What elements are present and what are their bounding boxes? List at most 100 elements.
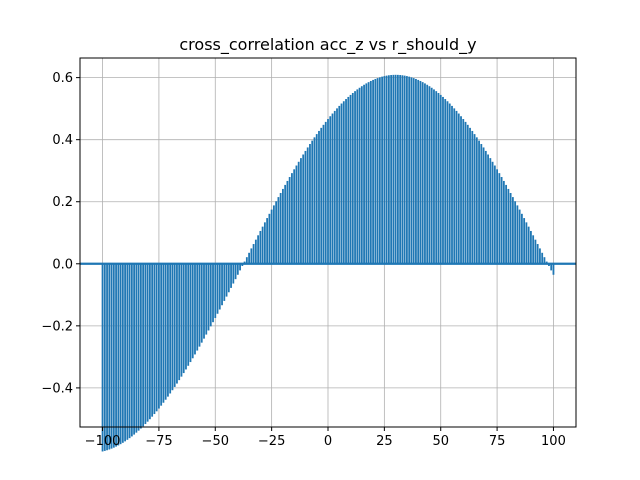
bar xyxy=(169,263,172,394)
bar xyxy=(484,150,487,264)
bar xyxy=(295,165,298,264)
bar xyxy=(552,263,555,275)
bar xyxy=(471,130,474,264)
x-tick-label: −50 xyxy=(202,434,229,449)
bar xyxy=(412,78,415,264)
bar xyxy=(500,177,503,264)
x-tick-label: −75 xyxy=(145,434,172,449)
x-tick-label: 25 xyxy=(376,434,393,449)
bar xyxy=(266,218,269,264)
bar xyxy=(239,263,241,271)
bar xyxy=(378,77,381,264)
bar xyxy=(324,121,327,264)
bar xyxy=(406,76,408,264)
bar xyxy=(221,263,223,306)
bar xyxy=(142,263,145,427)
bar xyxy=(516,205,519,264)
bar xyxy=(369,80,372,264)
bar xyxy=(426,84,429,264)
bar xyxy=(358,87,361,264)
bar xyxy=(530,230,532,264)
bar xyxy=(261,226,264,264)
bar xyxy=(304,150,307,264)
bar xyxy=(191,263,194,359)
bar xyxy=(493,165,496,264)
bar xyxy=(160,263,163,406)
bar xyxy=(272,205,275,264)
bar xyxy=(189,263,192,363)
bar xyxy=(453,108,456,264)
bar xyxy=(541,252,544,264)
bar xyxy=(257,235,260,264)
bar xyxy=(322,124,325,264)
bar xyxy=(282,188,284,264)
bar xyxy=(135,263,138,433)
bar xyxy=(275,201,278,264)
bar xyxy=(279,192,282,264)
bar xyxy=(424,83,426,264)
bar xyxy=(117,263,120,446)
y-tick-label: 0.2 xyxy=(52,195,73,210)
bar xyxy=(390,75,393,264)
bar xyxy=(342,101,345,264)
bar xyxy=(284,184,287,264)
bar xyxy=(523,218,526,264)
bar xyxy=(248,252,250,264)
bar xyxy=(128,263,131,439)
bar xyxy=(489,158,492,264)
bar xyxy=(200,263,203,343)
bar xyxy=(173,263,176,387)
bar xyxy=(130,263,133,437)
bar xyxy=(306,147,309,264)
bar xyxy=(205,263,208,335)
bar xyxy=(415,78,417,264)
x-tick-label: 0 xyxy=(324,434,332,449)
bar xyxy=(162,263,165,403)
bar xyxy=(230,263,232,288)
bar xyxy=(480,144,483,264)
chart-title: cross_correlation acc_z vs r_should_y xyxy=(179,35,476,55)
bar xyxy=(311,140,314,264)
bar xyxy=(509,192,512,264)
bar xyxy=(153,263,156,415)
bar xyxy=(318,130,320,264)
bar xyxy=(133,263,136,435)
bar xyxy=(354,91,356,264)
bar xyxy=(320,127,323,264)
bar xyxy=(444,99,447,264)
bar xyxy=(550,263,553,271)
y-tick-label: −0.2 xyxy=(41,319,73,334)
bar xyxy=(365,83,368,264)
bar xyxy=(367,82,370,264)
bar xyxy=(182,263,185,374)
bar xyxy=(360,86,363,264)
bar xyxy=(372,79,374,264)
bar xyxy=(442,96,444,264)
bar xyxy=(112,263,115,448)
bar xyxy=(167,263,169,397)
bar xyxy=(403,75,406,264)
bar xyxy=(430,87,433,264)
bar xyxy=(527,226,530,264)
bar xyxy=(178,263,181,381)
bar xyxy=(333,110,336,264)
bar xyxy=(225,263,228,297)
bar xyxy=(297,161,300,264)
bar xyxy=(345,99,347,264)
bar xyxy=(110,263,113,449)
bar xyxy=(518,209,521,264)
bar xyxy=(417,79,420,264)
bar xyxy=(101,263,104,452)
bar xyxy=(532,235,535,264)
bar xyxy=(543,257,546,264)
bar xyxy=(148,263,151,420)
y-tick-label: −0.4 xyxy=(41,381,73,396)
bar xyxy=(259,230,262,264)
bar xyxy=(363,84,365,264)
bar xyxy=(514,201,517,264)
bar xyxy=(534,239,537,264)
bar xyxy=(164,263,167,400)
bar xyxy=(108,263,111,450)
bar xyxy=(496,169,498,264)
